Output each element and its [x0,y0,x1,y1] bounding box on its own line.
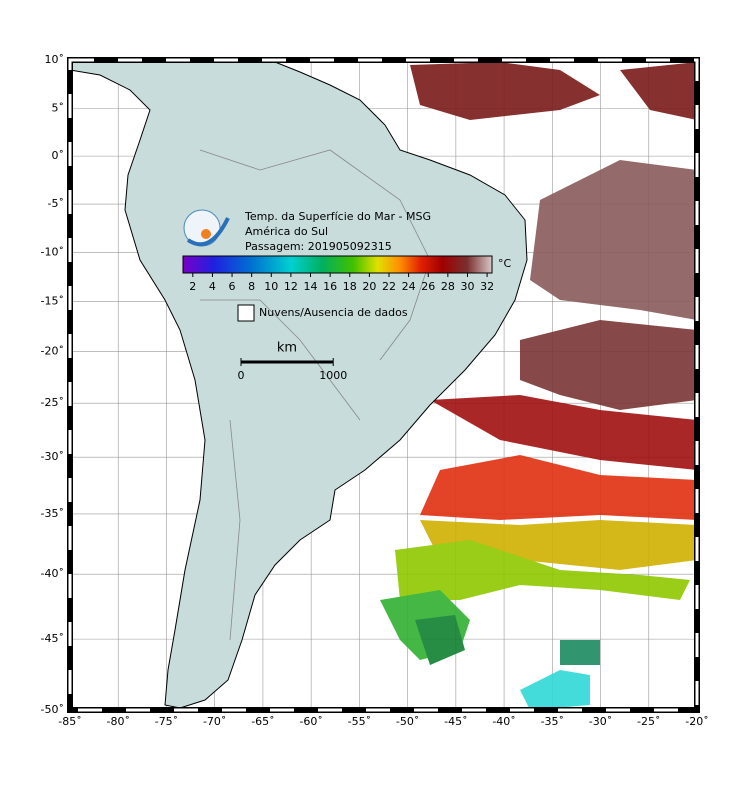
lon-tick-label: -30˚ [589,715,612,728]
colorbar-tick-label: 18 [343,280,357,293]
land [70,60,528,709]
colorbar-tick-label: 8 [248,280,255,293]
colorbar-tick-label: 24 [402,280,416,293]
colorbar-tick-label: 22 [382,280,396,293]
scale-unit: km [277,341,297,356]
colorbar-tick-label: 4 [209,280,216,293]
colorbar-tick-label: 32 [480,280,494,293]
colorbar-unit: °C [498,257,512,270]
lon-tick-label: -60˚ [299,715,322,728]
map-body [70,60,697,710]
lat-tick-label: -45˚ [41,632,64,645]
lon-tick-label: -45˚ [444,715,467,728]
colorbar-tick-label: 14 [304,280,318,293]
colorbar-tick-label: 6 [229,280,236,293]
frame-pattern [68,58,699,712]
lat-tick-label: -25˚ [41,396,64,409]
lat-tick-label: -35˚ [41,507,64,520]
lon-tick-label: -20˚ [685,715,708,728]
lon-tick-label: -40˚ [492,715,515,728]
sst-imagery [380,62,697,710]
colorbar-tick-label: 10 [264,280,278,293]
lat-tick-label: 0˚ [52,149,65,162]
colorbar-tick-label: 20 [362,280,376,293]
colorbar-tick-label: 16 [323,280,337,293]
lat-tick-label: -10˚ [41,245,64,258]
colorbar [182,255,493,274]
lon-tick-label: -25˚ [637,715,660,728]
colorbar-tick-label: 26 [421,280,435,293]
title-line: Passagem: 201905092315 [245,240,392,253]
colorbar-tick-label: 12 [284,280,298,293]
logo [183,209,230,247]
legend-swatch [237,304,255,322]
lon-tick-label: -70˚ [203,715,226,728]
colorbar-tick-label: 30 [460,280,474,293]
lon-tick-label: -65˚ [251,715,274,728]
scale-tick-label: 1000 [319,369,347,382]
lon-tick-label: -85˚ [58,715,81,728]
title-line: América do Sul [245,225,328,238]
colorbar-tick-label: 28 [441,280,455,293]
lon-tick-label: -80˚ [106,715,129,728]
borders [199,149,431,641]
lat-tick-label: -30˚ [41,450,64,463]
lat-tick-label: -15˚ [41,294,64,307]
lat-tick-label: -5˚ [48,197,64,210]
legend-label: Nuvens/Ausencia de dados [259,306,408,319]
title-line: Temp. da Superfície do Mar - MSG [244,210,431,223]
lon-tick-label: -75˚ [155,715,178,728]
lat-tick-label: -40˚ [41,567,64,580]
lat-tick-label: -50˚ [41,703,64,716]
lon-tick-label: -55˚ [348,715,371,728]
lon-tick-label: -50˚ [396,715,419,728]
colorbar-tick-label: 2 [189,280,196,293]
lat-tick-label: -20˚ [41,344,64,357]
lat-tick-label: 10˚ [45,53,65,66]
lat-tick-label: 5˚ [52,101,65,114]
scale-tick-label: 0 [238,369,245,382]
lon-tick-label: -35˚ [541,715,564,728]
